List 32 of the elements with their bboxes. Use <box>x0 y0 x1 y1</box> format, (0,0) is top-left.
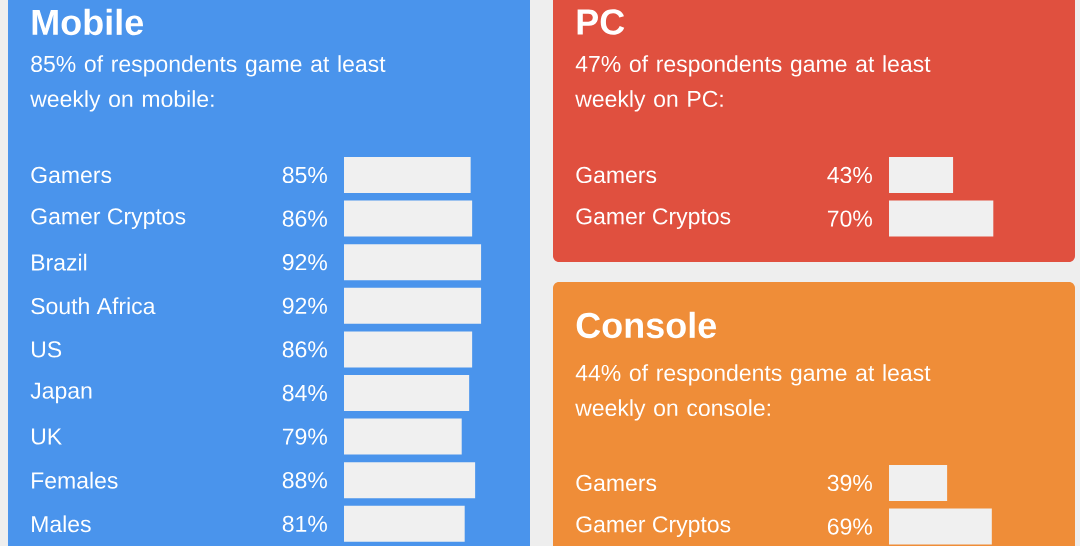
chart-subtitle: 44% of respondents game at least weekly on console: <box>575 364 931 421</box>
y-tick-label: Gamer Cryptos <box>31 208 186 229</box>
data-label: 39% <box>827 474 872 492</box>
y-tick-label: Gamers <box>31 166 112 184</box>
data-label: 92% <box>282 297 327 314</box>
y-tick-label: Gamers <box>576 166 657 184</box>
y-tick-label: Males <box>32 515 91 533</box>
data-label: 85% <box>282 166 327 184</box>
chart-title: Console <box>576 311 717 339</box>
y-tick-label: South Africa <box>31 297 156 315</box>
y-tick-label: Gamers <box>576 474 657 492</box>
chart-subtitle: 47% of respondents game at least weekly on PC: <box>575 55 931 112</box>
data-label: 92% <box>282 254 327 271</box>
data-label: 69% <box>827 518 872 535</box>
data-label: 86% <box>282 210 327 227</box>
text: PC <box>577 9 625 35</box>
y-tick-label: Females <box>32 471 118 489</box>
y-tick-label: Gamer Cryptos <box>576 516 731 537</box>
chart-subtitle: 85% of respondents game at least weekly on mobile: <box>30 55 386 112</box>
data-label: 88% <box>282 472 327 489</box>
data-label: 70% <box>827 210 872 227</box>
y-tick-label: Brazil <box>32 253 87 271</box>
data-label: 43% <box>827 166 872 184</box>
data-label: 81% <box>282 515 327 532</box>
y-tick-label: UK <box>31 428 62 445</box>
chart-title: Mobile <box>32 8 143 36</box>
y-tick-label: Japan <box>30 382 92 404</box>
data-label: 86% <box>282 341 327 358</box>
data-label: 84% <box>282 384 327 402</box>
data-label: 79% <box>282 428 327 445</box>
y-tick-label: US <box>31 341 62 358</box>
y-tick-label: Gamer Cryptos <box>576 208 731 229</box>
